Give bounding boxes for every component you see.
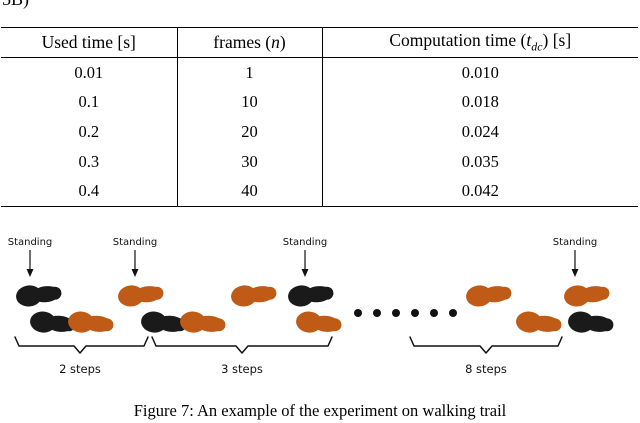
standing-label: Standing — [113, 237, 158, 248]
footprint-icon — [465, 282, 513, 308]
down-arrow-icon — [131, 249, 139, 277]
table-cell: 1 — [176, 57, 322, 88]
computation-time-table: Used time [s] frames (n) Computation tim… — [1, 27, 638, 207]
brace-icon — [409, 336, 563, 354]
footprint-icon — [179, 310, 227, 336]
table-cell: 0.035 — [321, 146, 638, 177]
ellipsis-dots — [354, 308, 457, 317]
figure-caption: Figure 7: An example of the experiment o… — [133, 400, 507, 420]
table-cell: 0.3 — [78, 151, 100, 171]
table-row: 0.2 20 0.024 — [1, 117, 638, 147]
standing-label: Standing — [553, 237, 598, 248]
table-row: 0.4 40 0.042 — [1, 176, 638, 207]
table-cell: 20 — [176, 117, 322, 147]
table-row: 0.01 1 0.010 — [1, 57, 638, 88]
table-cell: 0.4 — [78, 181, 100, 201]
footprint-icon — [117, 282, 165, 308]
table-cell: 0.01 — [74, 62, 104, 82]
table-cell: 0.010 — [321, 57, 638, 88]
table-cell: 0.1 — [78, 92, 100, 112]
table-cell: 40 — [176, 176, 322, 207]
col-header-frames: frames (n) — [176, 27, 322, 58]
down-arrow-icon — [301, 249, 309, 277]
table-row: 0.1 10 0.018 — [1, 87, 638, 118]
brace-icon — [14, 336, 149, 354]
standing-label: Standing — [283, 237, 328, 248]
table-cell: 10 — [176, 87, 322, 118]
top-text: 5B) — [2, 0, 640, 10]
steps-label: 2 steps — [59, 362, 101, 376]
standing-label: Standing — [8, 237, 53, 248]
steps-label: 8 steps — [465, 362, 507, 376]
table-cell: 0.2 — [78, 121, 100, 141]
down-arrow-icon — [26, 249, 34, 277]
table-cell: 0.018 — [321, 87, 638, 118]
down-arrow-icon — [571, 249, 579, 277]
footprint-icon — [295, 310, 343, 336]
footprint-icon — [563, 282, 611, 308]
footprint-icon — [515, 310, 563, 336]
table-cell: 30 — [176, 146, 322, 177]
table-row: 0.3 30 0.035 — [1, 146, 638, 177]
table-header: Used time [s] frames (n) Computation tim… — [1, 27, 638, 58]
footprint-icon — [567, 310, 615, 336]
brace-icon — [151, 336, 333, 354]
top-text-fragment: 5B) — [0, 0, 640, 12]
col-header-used-time: Used time [s] — [1, 27, 177, 58]
table-body: 0.01 1 0.010 0.1 10 0.018 0.2 20 0.024 0… — [1, 57, 638, 207]
steps-label: 3 steps — [221, 362, 263, 376]
walking-trail-figure: Standing Standing Standing Standing — [8, 237, 615, 376]
table-cell: 0.024 — [321, 117, 638, 147]
footprint-icon — [287, 282, 335, 308]
footprint-icon — [15, 282, 63, 308]
footprint-icon — [67, 310, 115, 336]
table-cell: 0.042 — [321, 176, 638, 207]
col-header-computation-time: Computation time (tdc) [s] — [321, 27, 638, 58]
table-header-row: Used time [s] frames (n) Computation tim… — [1, 27, 638, 58]
footprint-icon — [230, 282, 278, 308]
